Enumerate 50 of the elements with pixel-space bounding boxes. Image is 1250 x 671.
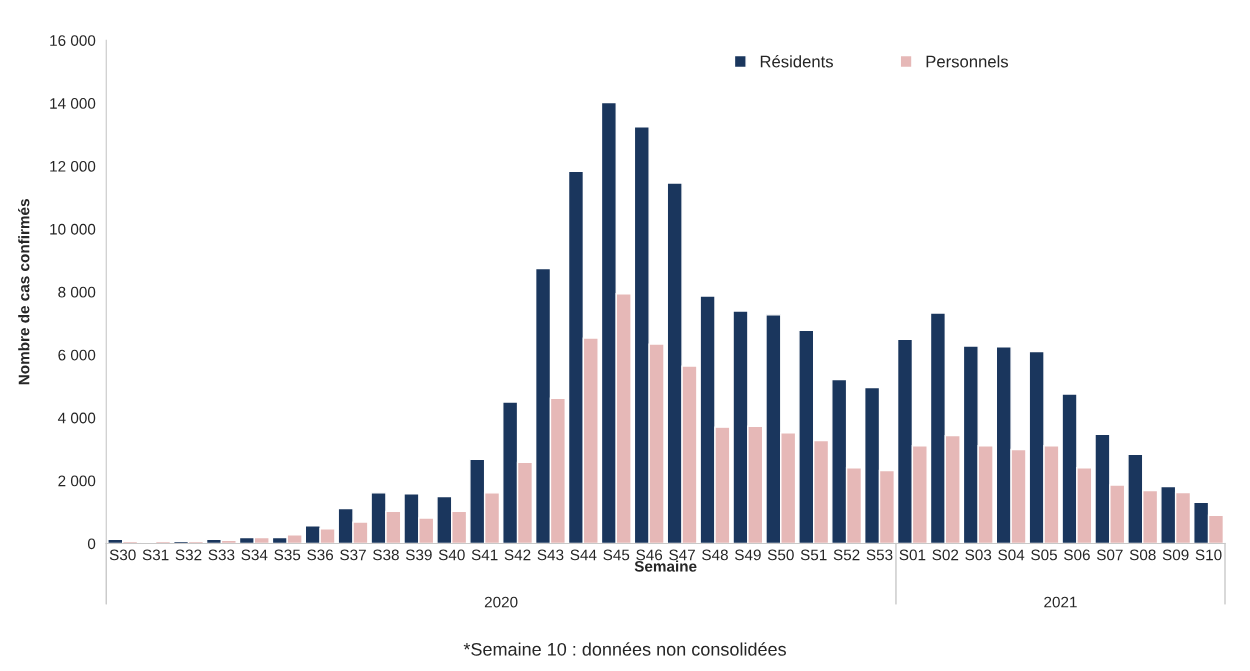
x-tick-label: S46 bbox=[636, 549, 663, 561]
y-tick-label: 6 000 bbox=[58, 349, 96, 361]
x-tick-label: S02 bbox=[932, 549, 959, 561]
x-tick-label: S04 bbox=[998, 549, 1025, 561]
x-tick-label: S44 bbox=[570, 549, 597, 561]
x-tick-label: S40 bbox=[438, 549, 465, 561]
x-tick-label: S31 bbox=[142, 549, 169, 561]
x-tick-label: S33 bbox=[208, 549, 235, 561]
x-tick-label: S38 bbox=[373, 549, 399, 561]
y-tick-label: 8 000 bbox=[58, 286, 96, 298]
x-tick-label: S52 bbox=[833, 549, 860, 561]
y-tick-label: 14 000 bbox=[50, 98, 96, 109]
y-tick-label: 10 000 bbox=[50, 223, 96, 235]
x-tick-label: S53 bbox=[866, 549, 893, 561]
x-tick-label: S32 bbox=[175, 549, 202, 561]
x-tick-label: S03 bbox=[965, 549, 992, 561]
y-tick-label: 12 000 bbox=[50, 160, 96, 172]
x-tick-label: S51 bbox=[800, 549, 827, 561]
x-tick-label: S01 bbox=[899, 549, 926, 561]
legend-label: Résidents bbox=[760, 55, 833, 68]
x-tick-label: S45 bbox=[603, 549, 630, 561]
x-tick-label: S05 bbox=[1031, 549, 1057, 561]
x-tick-label: S06 bbox=[1064, 549, 1090, 561]
x-tick-label: S34 bbox=[241, 549, 268, 561]
x-tick-label: S37 bbox=[340, 549, 366, 561]
y-tick-label: 2 000 bbox=[58, 475, 96, 487]
x-tick-label: S43 bbox=[537, 549, 564, 561]
y-tick-label: 0 bbox=[87, 538, 96, 550]
text: 2021 bbox=[1044, 596, 1077, 608]
x-tick-label: S39 bbox=[405, 549, 432, 561]
x-tick-label: S50 bbox=[767, 549, 794, 561]
x-tick-label: S10 bbox=[1195, 549, 1222, 561]
x-tick-label: S47 bbox=[669, 549, 695, 561]
y-tick-label: 16 000 bbox=[50, 35, 96, 46]
text: *Semaine 10 : données non consolidées bbox=[463, 642, 786, 656]
legend-label: Personnels bbox=[926, 55, 1009, 68]
x-tick-label: S08 bbox=[1129, 549, 1156, 561]
x-tick-label: S42 bbox=[504, 549, 531, 561]
y-axis-title: Nombre de cas confirmés bbox=[18, 199, 30, 385]
x-tick-label: S09 bbox=[1162, 549, 1189, 561]
x-tick-label: S07 bbox=[1096, 549, 1123, 561]
x-tick-label: S48 bbox=[702, 549, 728, 561]
y-tick-label: 4 000 bbox=[57, 412, 96, 424]
x-axis-title: Semaine bbox=[634, 560, 697, 572]
x-tick-label: S36 bbox=[307, 549, 334, 561]
x-tick-label: S35 bbox=[274, 549, 301, 561]
x-tick-label: S30 bbox=[109, 549, 136, 561]
text: 2020 bbox=[484, 596, 518, 608]
x-tick-label: S49 bbox=[734, 549, 761, 561]
x-tick-label: S41 bbox=[471, 549, 498, 561]
